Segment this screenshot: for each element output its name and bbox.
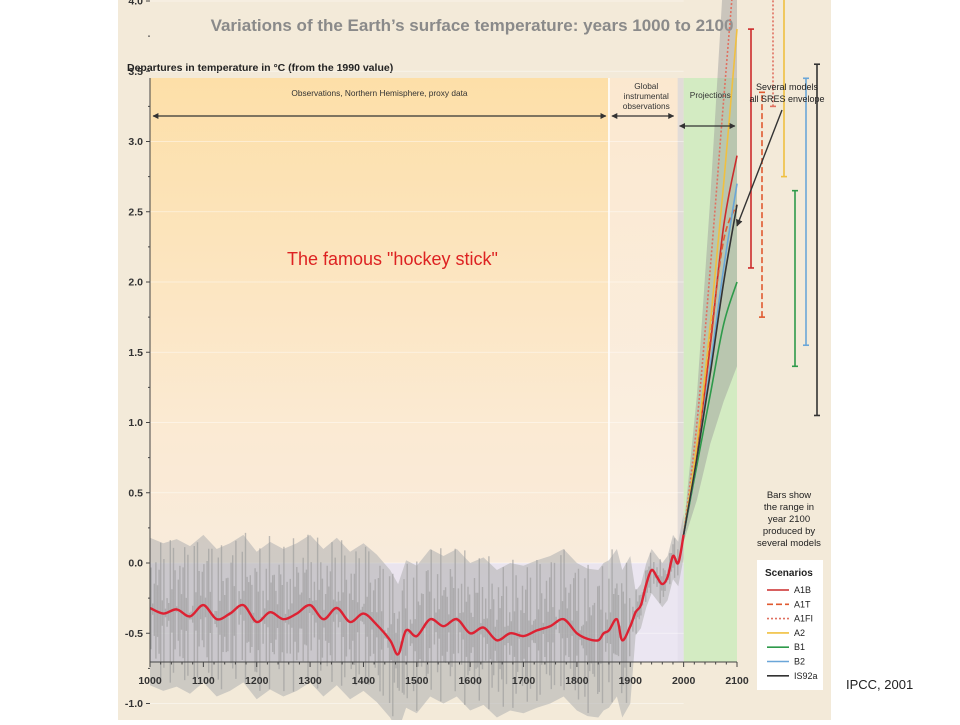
axes: 6.05.55.04.54.03.53.02.52.01.51.00.50.0-… bbox=[125, 0, 749, 710]
projection-line-a2 bbox=[682, 29, 738, 536]
bars-note-line: year 2100 bbox=[768, 514, 810, 525]
period-label-2: Projections bbox=[690, 90, 731, 100]
envelope-label-2: all SRES envelope bbox=[749, 94, 824, 104]
x-tick-label: 1900 bbox=[619, 675, 643, 687]
legend-label-a1b: A1B bbox=[794, 585, 811, 595]
y-tick-label: -0.5 bbox=[125, 628, 143, 640]
x-tick-label: 2000 bbox=[672, 675, 696, 687]
legend-label-b2: B2 bbox=[794, 657, 805, 667]
y-tick-label: 3.5 bbox=[128, 66, 143, 78]
period-label-1: observations bbox=[623, 101, 670, 111]
legend-label-a1t: A1T bbox=[794, 599, 811, 609]
y-axis-label: Departures in temperature in °C (from th… bbox=[127, 62, 393, 74]
envelope-callout: Several models all SRES envelope bbox=[736, 82, 825, 227]
bars-note-line: produced by bbox=[763, 526, 816, 537]
x-tick-label: 1000 bbox=[138, 675, 162, 687]
y-tick-label: 4.0 bbox=[128, 0, 143, 8]
legend-box bbox=[757, 560, 823, 690]
y-tick-label: 2.0 bbox=[128, 277, 143, 289]
y-tick-label: 1.5 bbox=[128, 347, 143, 359]
x-tick-label: 1200 bbox=[245, 675, 269, 687]
projection-line-a1t bbox=[682, 204, 738, 536]
y-tick-label: 0.5 bbox=[128, 487, 143, 499]
y-tick-label: 0.0 bbox=[128, 558, 143, 570]
transition-strip bbox=[677, 78, 684, 662]
y-tick-label: 2.5 bbox=[128, 206, 143, 218]
scenarios-legend: Scenarios A1B A1T A1FI A2 B1 B2 IS92a bbox=[757, 560, 823, 690]
period-label-0: Observations, Northern Hemisphere, proxy… bbox=[291, 88, 468, 98]
y-tick-label: -1.0 bbox=[125, 698, 143, 710]
bars-note-line: Bars show bbox=[767, 490, 811, 501]
x-tick-label: 1500 bbox=[405, 675, 429, 687]
envelope-label-1: Several models bbox=[756, 82, 819, 92]
legend-title: Scenarios bbox=[765, 568, 813, 579]
period-label-1: instrumental bbox=[624, 91, 669, 101]
envelope-arrow bbox=[736, 109, 783, 227]
y-tick-label: 3.0 bbox=[128, 136, 143, 148]
y-tick-label: 1.0 bbox=[128, 417, 143, 429]
projection-line-is92a bbox=[682, 204, 738, 536]
legend-label-a1fi: A1FI bbox=[794, 614, 813, 624]
x-tick-label: 1600 bbox=[459, 675, 483, 687]
legend-label-b1: B1 bbox=[794, 642, 805, 652]
observation-line bbox=[149, 534, 685, 656]
legend-label-is92a: IS92a bbox=[794, 671, 818, 681]
x-tick-label: 1700 bbox=[512, 675, 536, 687]
x-tick-label: 1100 bbox=[192, 675, 215, 687]
period-label-1: Global bbox=[634, 81, 658, 91]
range-bars bbox=[748, 0, 820, 417]
x-tick-label: 1300 bbox=[298, 675, 322, 687]
bars-note-line: the range in bbox=[764, 502, 814, 513]
legend-label-a2: A2 bbox=[794, 628, 805, 638]
observation-line-group bbox=[149, 534, 685, 656]
hockey-stick-annotation: The famous "hockey stick" bbox=[287, 249, 498, 269]
x-tick-label: 1400 bbox=[352, 675, 376, 687]
bars-note-line: several models bbox=[757, 538, 821, 549]
x-tick-label: 2100 bbox=[725, 675, 749, 687]
period-labels: Observations, Northern Hemisphere, proxy… bbox=[152, 81, 736, 129]
chart-title: Variations of the Earth’s surface temper… bbox=[211, 16, 734, 35]
source-credit: IPCC, 2001 bbox=[846, 677, 914, 692]
projection-lines bbox=[682, 0, 738, 536]
x-tick-label: 1800 bbox=[565, 675, 589, 687]
